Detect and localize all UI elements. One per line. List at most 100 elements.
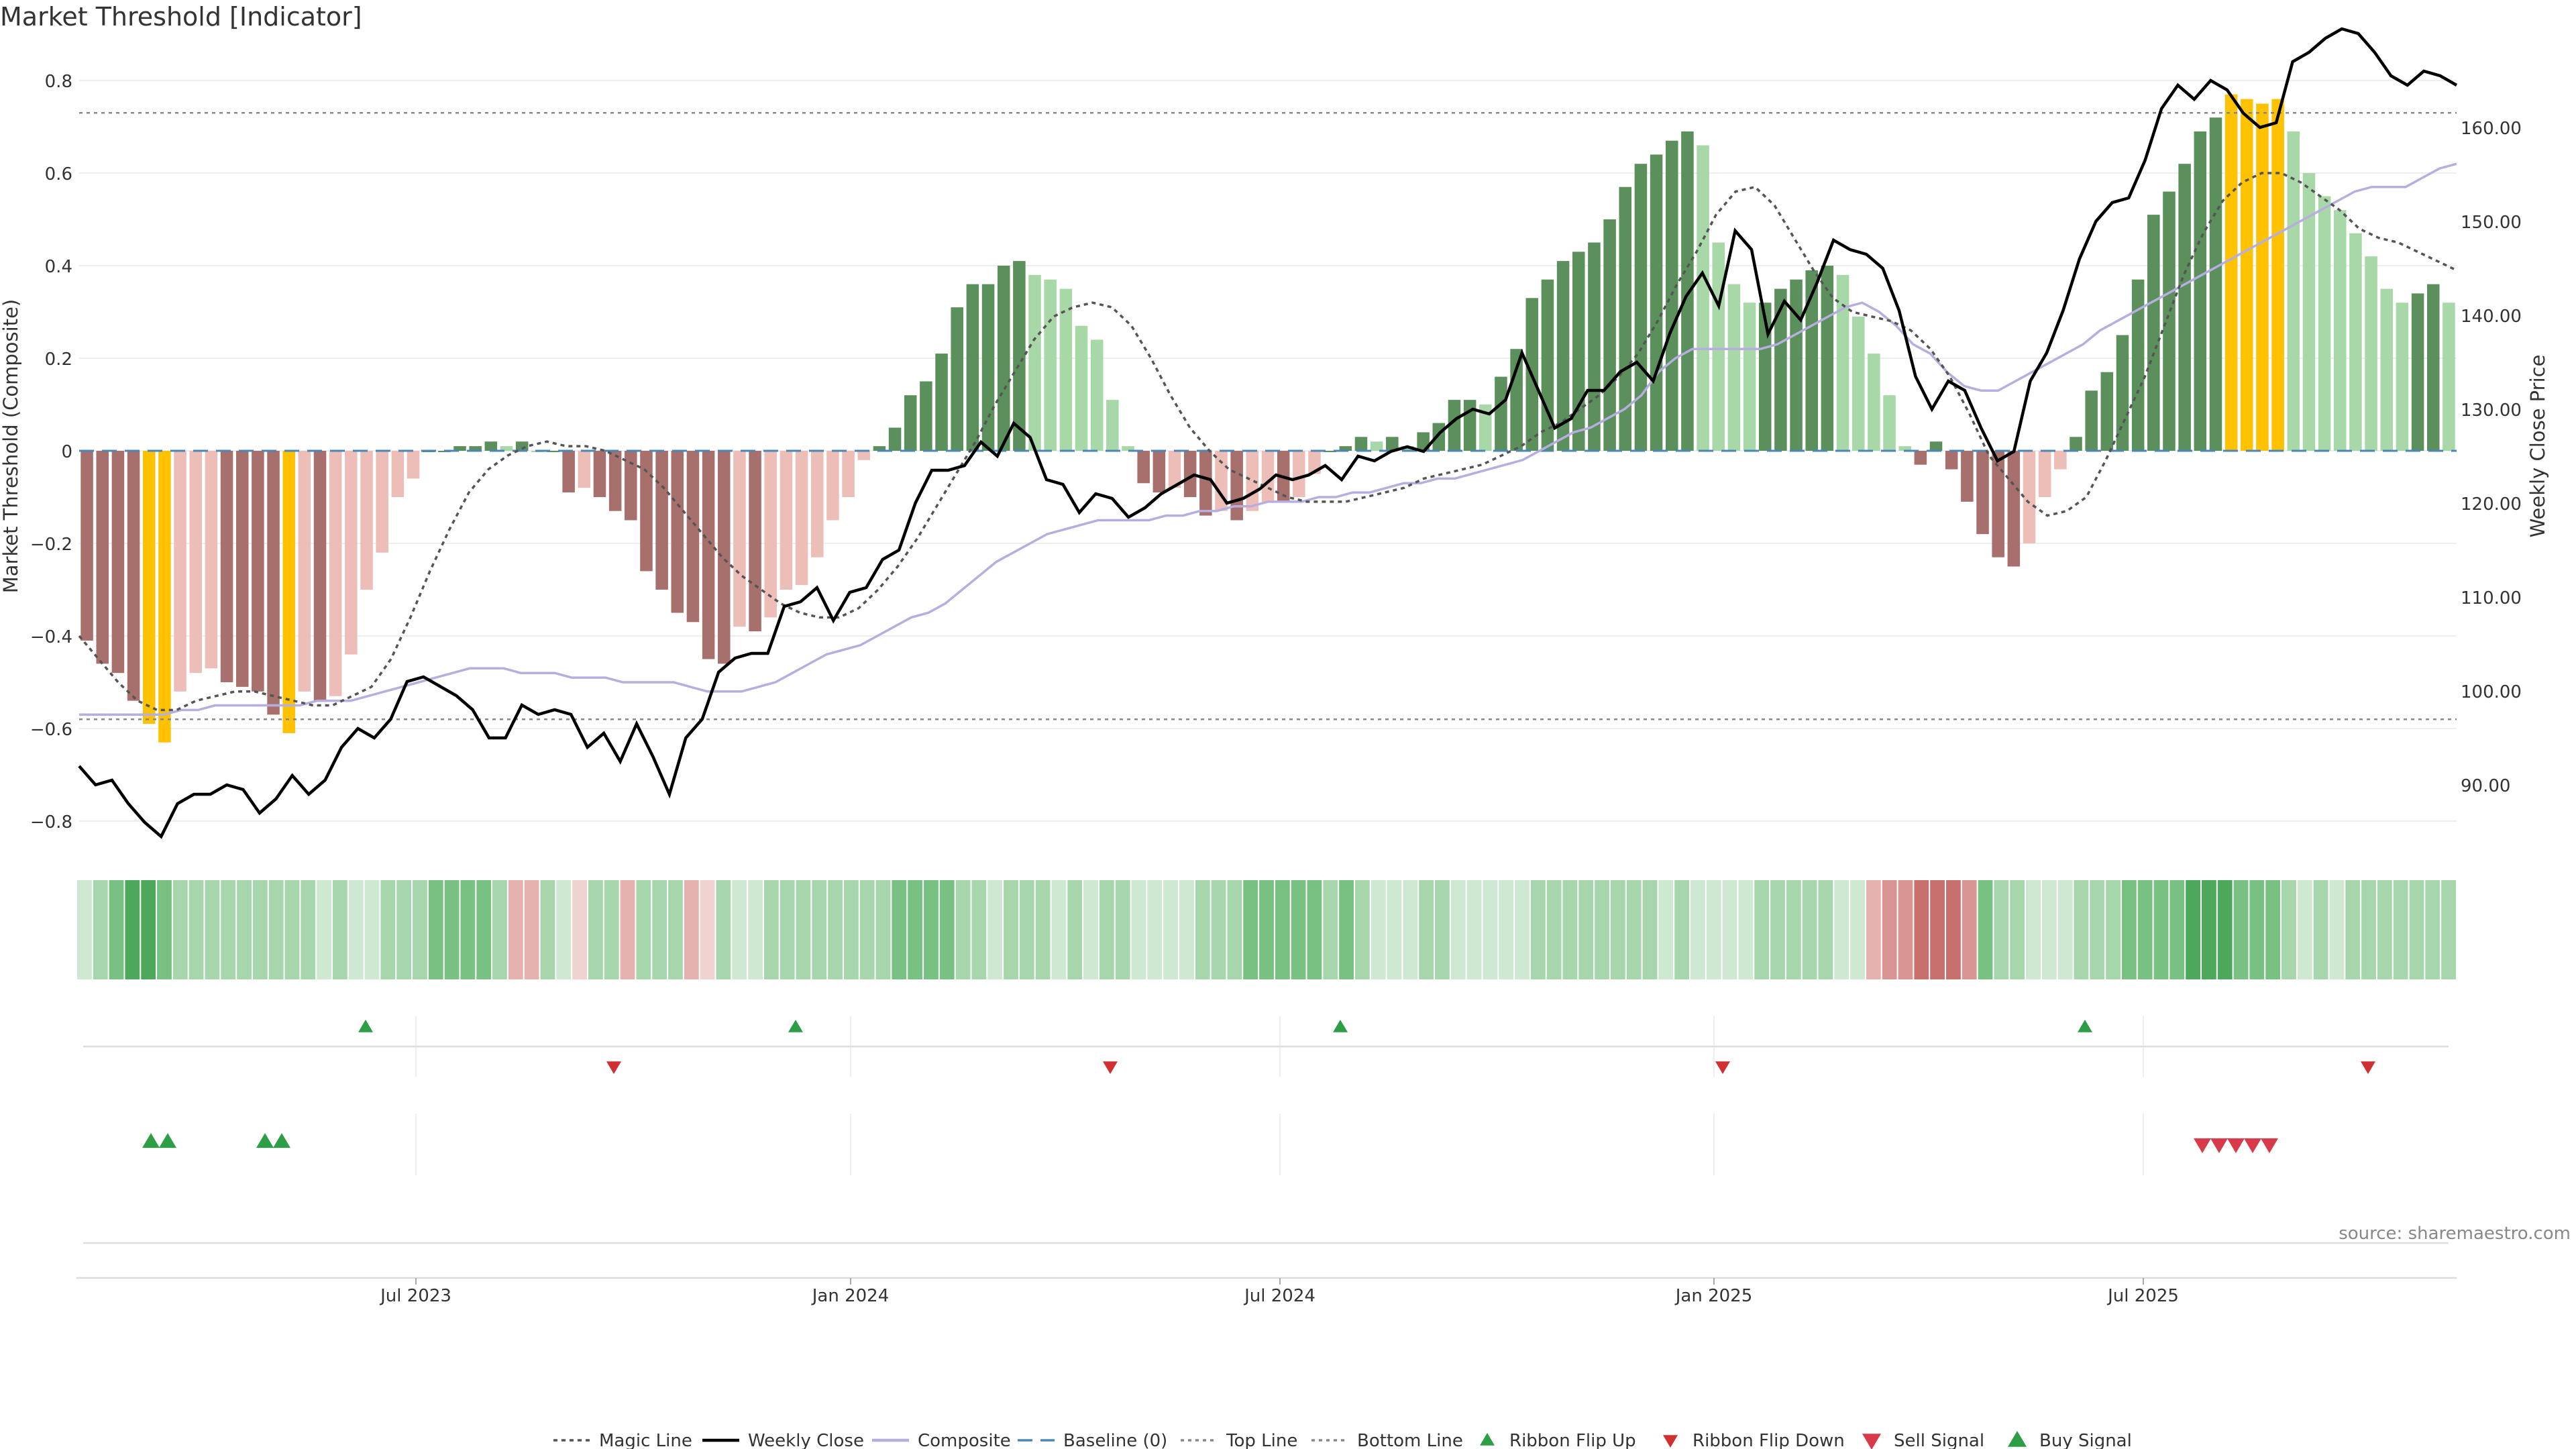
ribbon-cell bbox=[2297, 880, 2312, 979]
ribbon-cell bbox=[317, 880, 331, 979]
ribbon-cell bbox=[892, 880, 907, 979]
composite-bar bbox=[686, 451, 700, 623]
buy-signal-marker bbox=[142, 1133, 160, 1148]
composite-bar bbox=[1758, 303, 1772, 451]
composite-bar bbox=[96, 451, 109, 664]
ribbon-cell bbox=[157, 880, 172, 979]
composite-bar bbox=[1137, 451, 1150, 484]
composite-bar bbox=[1821, 266, 1834, 451]
ribbon-cell bbox=[604, 880, 619, 979]
composite-bar bbox=[345, 451, 358, 655]
composite-bar bbox=[1914, 451, 1927, 465]
composite-bar bbox=[1370, 441, 1383, 451]
composite-bar bbox=[2287, 131, 2300, 451]
ribbon-cell bbox=[763, 880, 779, 979]
ribbon-cell bbox=[955, 880, 971, 979]
left-tick-label: 0.6 bbox=[45, 164, 72, 184]
legend-swatch bbox=[2008, 1431, 2027, 1447]
ribbon-cell bbox=[2074, 880, 2089, 979]
ribbon-cell bbox=[252, 880, 268, 979]
composite-bar bbox=[904, 395, 917, 451]
magic-line bbox=[78, 172, 2457, 712]
legend-swatch bbox=[1663, 1435, 1678, 1448]
weekly-close-line bbox=[78, 27, 2458, 839]
composite-bar bbox=[826, 451, 839, 521]
ribbon-cell bbox=[2393, 880, 2408, 979]
composite-bar bbox=[578, 451, 591, 488]
composite-bar bbox=[640, 451, 653, 572]
composite-bar bbox=[1168, 451, 1181, 488]
composite-bar bbox=[655, 451, 668, 590]
composite-bar bbox=[2070, 437, 2082, 451]
right-tick-label: 90.00 bbox=[2461, 776, 2510, 796]
ribbon-cell bbox=[268, 880, 284, 979]
composite-bar bbox=[484, 441, 498, 451]
composite-bar bbox=[360, 451, 373, 590]
composite-bar bbox=[920, 381, 932, 451]
ribbon-cell bbox=[1994, 880, 2009, 979]
buy-signal-marker bbox=[159, 1133, 176, 1148]
composite-bar bbox=[873, 446, 886, 451]
sell-signal-marker bbox=[2210, 1138, 2228, 1153]
ribbon-cell bbox=[908, 880, 923, 979]
series-lines bbox=[78, 27, 2458, 839]
composite-bar bbox=[1090, 339, 1104, 451]
composite-bar bbox=[391, 451, 405, 497]
ribbon-cell bbox=[1323, 880, 1338, 979]
ribbon-cell bbox=[1850, 880, 1865, 979]
composite-bar bbox=[2411, 293, 2424, 451]
composite-bar bbox=[189, 451, 202, 674]
ribbon-cell bbox=[1786, 880, 1801, 979]
x-tick-label: Jan 2025 bbox=[1674, 1286, 1753, 1306]
composite-bar bbox=[1448, 400, 1461, 451]
composite-bar bbox=[2365, 256, 2377, 451]
composite-bar bbox=[1386, 437, 1399, 451]
legend-label: Ribbon Flip Down bbox=[1693, 1431, 1845, 1449]
composite-bar bbox=[733, 451, 746, 627]
ribbon-cell bbox=[284, 880, 300, 979]
composite-bar bbox=[2334, 210, 2347, 451]
ribbon-cell bbox=[1067, 880, 1083, 979]
composite-bar bbox=[2271, 99, 2284, 451]
ribbon-cell bbox=[1450, 880, 1466, 979]
composite-bar bbox=[1992, 451, 2004, 557]
legend-label: Ribbon Flip Up bbox=[1509, 1431, 1636, 1449]
sell-signal-marker bbox=[2244, 1138, 2261, 1153]
composite-bar bbox=[220, 451, 233, 682]
left-tick-label: 0.8 bbox=[45, 72, 72, 92]
composite-bar bbox=[1463, 400, 1477, 451]
sell-signal-marker bbox=[2227, 1138, 2245, 1153]
right-tick-label: 160.00 bbox=[2461, 119, 2522, 139]
ribbon-cell bbox=[1371, 880, 1386, 979]
ribbon-cell bbox=[652, 880, 667, 979]
composite-bar bbox=[702, 451, 715, 659]
composite-bar bbox=[1028, 274, 1041, 451]
composite-bar bbox=[515, 441, 529, 451]
ribbon-cell bbox=[875, 880, 891, 979]
left-axis-label: Market Threshold (Composite) bbox=[0, 299, 22, 593]
legend-label: Baseline (0) bbox=[1063, 1431, 1167, 1449]
composite-bar bbox=[671, 451, 684, 613]
ribbon-cell bbox=[1051, 880, 1067, 979]
ribbon-cell bbox=[2377, 880, 2392, 979]
ribbon-cell bbox=[1019, 880, 1034, 979]
composite-bar bbox=[407, 451, 420, 479]
ribbon-cell bbox=[125, 880, 140, 979]
ribbon-cell bbox=[508, 880, 523, 979]
composite-bar bbox=[2178, 164, 2191, 451]
ribbon-cell bbox=[1275, 880, 1290, 979]
composite-bar bbox=[1044, 279, 1057, 451]
ribbon-cell bbox=[77, 880, 92, 979]
composite-bar bbox=[298, 451, 311, 692]
ribbon-cell bbox=[1595, 880, 1609, 979]
ribbon-cell bbox=[796, 880, 811, 979]
ribbon-cell bbox=[1227, 880, 1242, 979]
ribbon-cell bbox=[843, 880, 859, 979]
ribbon-cell bbox=[1499, 880, 1514, 979]
composite-bar bbox=[1354, 437, 1368, 451]
composite-bar bbox=[1308, 451, 1321, 474]
ribbon-flip-down-marker bbox=[2361, 1061, 2375, 1074]
ribbon-cell bbox=[1642, 880, 1658, 979]
ribbon-cell bbox=[413, 880, 427, 979]
